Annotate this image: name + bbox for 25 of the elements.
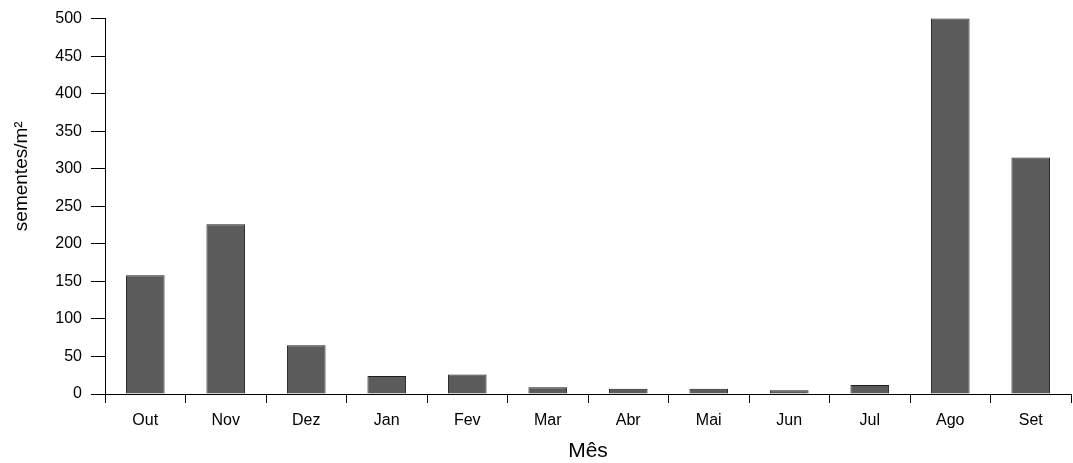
y-tick-label: 450 (55, 46, 83, 64)
y-tick-label: 300 (55, 159, 83, 177)
y-tick-label: 0 (73, 384, 83, 402)
x-axis-title: Mês (568, 437, 608, 461)
y-tick-label: 250 (55, 196, 83, 214)
y-axis-title: sementes/m² (10, 121, 32, 232)
x-tick-label: Ago (936, 411, 965, 429)
x-tick-label: Jun (776, 411, 803, 429)
x-tick-label: Dez (292, 411, 321, 429)
x-tick-label: Abr (615, 411, 642, 429)
x-tick-label: Mar (533, 411, 563, 429)
x-tick-label: Mai (695, 411, 722, 429)
x-tick-label: Set (1018, 411, 1044, 429)
x-tick-label: Out (132, 411, 159, 429)
y-tick-label: 500 (55, 9, 83, 27)
x-tick-label: Nov (211, 411, 240, 429)
x-tick-label: Jan (373, 411, 400, 429)
y-tick-label: 150 (55, 271, 83, 289)
y-tick-label: 50 (64, 346, 83, 364)
x-tick-label: Fev (453, 411, 481, 429)
x-tick-label: Jul (859, 411, 880, 429)
y-tick-label: 200 (55, 234, 83, 252)
y-tick-label: 400 (55, 84, 83, 102)
y-tick-label: 100 (55, 309, 83, 327)
y-tick-label: 350 (55, 121, 83, 139)
